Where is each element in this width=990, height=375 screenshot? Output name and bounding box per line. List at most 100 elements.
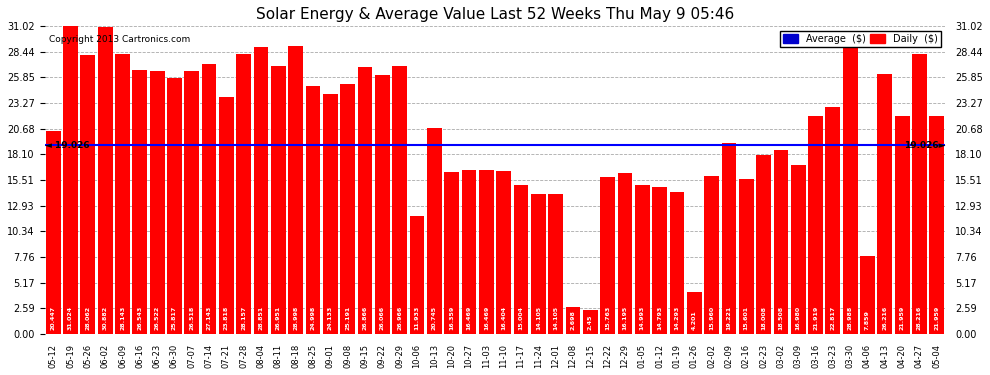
- Bar: [357, 67, 372, 334]
- Bar: [548, 194, 563, 334]
- Bar: [912, 54, 927, 334]
- Bar: [237, 54, 251, 334]
- Bar: [253, 48, 268, 334]
- Bar: [895, 116, 910, 334]
- Bar: [98, 27, 113, 334]
- Bar: [860, 256, 875, 334]
- Text: 28.216: 28.216: [917, 306, 922, 330]
- Text: 16.404: 16.404: [501, 306, 506, 330]
- Text: 25.191: 25.191: [346, 306, 350, 330]
- Bar: [652, 187, 667, 334]
- Text: 22.817: 22.817: [831, 306, 836, 330]
- Bar: [722, 143, 737, 334]
- Text: 30.882: 30.882: [103, 306, 108, 330]
- Bar: [808, 116, 823, 334]
- Bar: [115, 54, 130, 334]
- Text: 15.763: 15.763: [605, 306, 610, 330]
- Bar: [375, 75, 390, 334]
- Bar: [202, 64, 217, 334]
- Bar: [271, 66, 286, 334]
- Text: 26.216: 26.216: [882, 306, 887, 330]
- Bar: [877, 74, 892, 334]
- Bar: [479, 171, 494, 334]
- Text: 31.024: 31.024: [68, 306, 73, 330]
- Text: 19.026►: 19.026►: [904, 141, 945, 150]
- Text: 14.993: 14.993: [640, 306, 644, 330]
- Text: 20.447: 20.447: [50, 306, 55, 330]
- Bar: [791, 165, 806, 334]
- Bar: [618, 173, 633, 334]
- Bar: [306, 86, 321, 334]
- Bar: [826, 107, 841, 334]
- Bar: [739, 179, 753, 334]
- Text: 24.133: 24.133: [328, 306, 333, 330]
- Bar: [80, 55, 95, 334]
- Bar: [583, 310, 598, 334]
- Text: 14.793: 14.793: [657, 306, 662, 330]
- Text: 11.933: 11.933: [415, 306, 420, 330]
- Bar: [704, 176, 719, 334]
- Bar: [756, 155, 771, 334]
- Text: 14.105: 14.105: [553, 306, 558, 330]
- Bar: [669, 192, 684, 334]
- Title: Solar Energy & Average Value Last 52 Weeks Thu May 9 05:46: Solar Energy & Average Value Last 52 Wee…: [255, 7, 735, 22]
- Bar: [461, 171, 476, 334]
- Bar: [410, 216, 425, 334]
- Text: 16.195: 16.195: [623, 306, 628, 330]
- Text: 23.818: 23.818: [224, 306, 229, 330]
- Text: 26.522: 26.522: [154, 306, 159, 330]
- Text: 15.004: 15.004: [519, 306, 524, 330]
- Bar: [167, 78, 182, 334]
- Text: 26.518: 26.518: [189, 306, 194, 330]
- Bar: [565, 307, 580, 334]
- Bar: [427, 128, 442, 334]
- Text: 16.469: 16.469: [484, 306, 489, 330]
- Bar: [600, 177, 615, 334]
- Text: 18.008: 18.008: [761, 306, 766, 330]
- Text: 16.469: 16.469: [466, 306, 471, 330]
- Text: ◄ 19.026: ◄ 19.026: [45, 141, 89, 150]
- Bar: [184, 70, 199, 334]
- Text: 19.221: 19.221: [727, 306, 732, 330]
- Bar: [773, 150, 788, 334]
- Bar: [341, 84, 355, 334]
- Bar: [133, 70, 148, 334]
- Legend: Average  ($), Daily  ($): Average ($), Daily ($): [780, 31, 940, 46]
- Text: 24.998: 24.998: [311, 306, 316, 330]
- Text: 21.959: 21.959: [900, 306, 905, 330]
- Text: 21.959: 21.959: [935, 306, 940, 330]
- Text: 28.157: 28.157: [242, 306, 247, 330]
- Bar: [288, 46, 303, 334]
- Text: 28.143: 28.143: [120, 306, 125, 330]
- Text: 25.817: 25.817: [172, 306, 177, 330]
- Bar: [392, 66, 407, 334]
- Text: 16.359: 16.359: [449, 306, 454, 330]
- Bar: [149, 70, 164, 334]
- Text: 15.960: 15.960: [709, 306, 714, 330]
- Text: 7.859: 7.859: [865, 310, 870, 330]
- Text: 20.745: 20.745: [432, 306, 437, 330]
- Bar: [514, 185, 529, 334]
- Text: 28.851: 28.851: [258, 306, 263, 330]
- Bar: [687, 292, 702, 334]
- Text: 21.919: 21.919: [813, 306, 818, 330]
- Bar: [635, 185, 649, 334]
- Text: 28.998: 28.998: [293, 306, 298, 330]
- Bar: [219, 98, 234, 334]
- Text: 26.066: 26.066: [380, 306, 385, 330]
- Text: 16.980: 16.980: [796, 306, 801, 330]
- Text: 28.062: 28.062: [85, 306, 90, 330]
- Text: 26.543: 26.543: [138, 306, 143, 330]
- Bar: [842, 46, 857, 334]
- Bar: [445, 171, 459, 334]
- Bar: [323, 94, 338, 334]
- Text: 26.951: 26.951: [276, 306, 281, 330]
- Bar: [63, 26, 78, 334]
- Bar: [46, 131, 60, 334]
- Text: 14.105: 14.105: [536, 306, 541, 330]
- Text: 26.966: 26.966: [397, 306, 402, 330]
- Text: 14.293: 14.293: [674, 306, 679, 330]
- Bar: [930, 116, 944, 334]
- Bar: [531, 194, 545, 334]
- Text: 2.45: 2.45: [588, 315, 593, 330]
